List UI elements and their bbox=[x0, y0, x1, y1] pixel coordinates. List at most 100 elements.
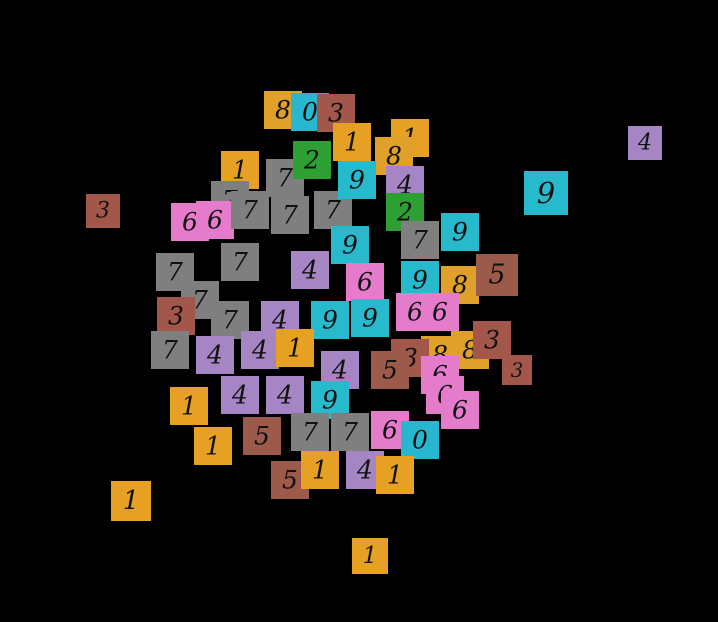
digit-label: 6 bbox=[452, 396, 468, 425]
tile-background bbox=[331, 413, 369, 451]
digit-label: 9 bbox=[362, 304, 378, 333]
digit-label: 1 bbox=[123, 486, 140, 516]
digit-tile: 3 bbox=[473, 321, 511, 359]
digit-label: 7 bbox=[325, 196, 341, 225]
digit-tile: 1 bbox=[333, 123, 371, 161]
digit-tile: 3 bbox=[157, 297, 195, 335]
digit-label: 1 bbox=[312, 456, 328, 485]
tile-background bbox=[221, 243, 259, 281]
tile-background bbox=[311, 301, 349, 339]
tile-background bbox=[291, 413, 329, 451]
tile-background bbox=[241, 331, 279, 369]
digit-label: 3 bbox=[168, 302, 184, 331]
digit-tile: 7 bbox=[271, 196, 309, 234]
digit-tile: 0 bbox=[401, 421, 439, 459]
digit-tile: 4 bbox=[196, 336, 234, 374]
digit-tile: 1 bbox=[301, 451, 339, 489]
digit-label: 4 bbox=[331, 356, 348, 385]
digit-label: 5 bbox=[488, 260, 505, 291]
digit-tile: 6 bbox=[421, 293, 459, 331]
digit-label: 6 bbox=[182, 208, 198, 237]
digit-label: 1 bbox=[344, 128, 360, 157]
digit-tile: 3 bbox=[502, 355, 532, 385]
digit-label: 4 bbox=[206, 341, 223, 370]
digit-label: 8 bbox=[452, 271, 468, 300]
digit-label: 6 bbox=[357, 268, 373, 297]
tile-background bbox=[196, 201, 234, 239]
digit-label: 7 bbox=[162, 336, 178, 365]
digit-tile: 7 bbox=[211, 301, 249, 339]
digit-label: 1 bbox=[287, 334, 303, 363]
digit-tile: 7 bbox=[331, 413, 369, 451]
tile-background bbox=[502, 355, 532, 385]
digit-label: 7 bbox=[222, 306, 238, 335]
digit-tile: 1 bbox=[352, 538, 388, 574]
tile-background bbox=[311, 381, 349, 419]
digit-tile: 7 bbox=[231, 191, 269, 229]
digit-label: 4 bbox=[637, 131, 652, 156]
digit-label: 5 bbox=[282, 466, 298, 495]
digit-tile: 1 bbox=[170, 387, 208, 425]
tile-background bbox=[524, 171, 568, 215]
digit-tile: 9 bbox=[524, 171, 568, 215]
digit-label: 6 bbox=[407, 298, 423, 327]
tile-background bbox=[333, 123, 371, 161]
tile-background bbox=[151, 331, 189, 369]
tile-background bbox=[401, 221, 439, 259]
digit-label: 6 bbox=[382, 416, 398, 445]
digit-label: 3 bbox=[511, 358, 524, 382]
tile-background bbox=[351, 299, 389, 337]
digit-tile: 9 bbox=[311, 301, 349, 339]
digit-tile: 7 bbox=[291, 413, 329, 451]
tile-background bbox=[628, 126, 662, 160]
digit-tile: 4 bbox=[221, 376, 259, 414]
tile-background bbox=[276, 329, 314, 367]
digit-label: 9 bbox=[322, 386, 338, 415]
digit-label: 9 bbox=[322, 306, 338, 335]
digit-tile: 9 bbox=[331, 226, 369, 264]
digit-label: 9 bbox=[412, 266, 428, 295]
digit-tile: 9 bbox=[311, 381, 349, 419]
digit-label: 3 bbox=[484, 326, 500, 355]
digit-label: 1 bbox=[181, 392, 197, 421]
tile-background bbox=[401, 261, 439, 299]
digit-label: 6 bbox=[207, 206, 223, 235]
digit-label: 2 bbox=[303, 146, 320, 175]
digit-label: 7 bbox=[282, 201, 298, 230]
digit-label: 7 bbox=[277, 164, 293, 193]
tile-background bbox=[301, 451, 339, 489]
digit-label: 4 bbox=[356, 456, 373, 485]
digit-tile: 4 bbox=[266, 376, 304, 414]
digit-label: 7 bbox=[167, 258, 183, 287]
digit-label: 4 bbox=[251, 336, 268, 365]
digit-label: 8 bbox=[386, 142, 402, 171]
tile-background bbox=[338, 161, 376, 199]
digit-label: 1 bbox=[363, 543, 378, 569]
digit-label: 0 bbox=[412, 426, 428, 455]
tile-background bbox=[231, 191, 269, 229]
digit-label: 7 bbox=[412, 226, 428, 255]
tile-background bbox=[346, 263, 384, 301]
digit-tile: 5 bbox=[371, 351, 409, 389]
tile-background bbox=[371, 351, 409, 389]
digit-tile: 6 bbox=[441, 391, 479, 429]
digit-tile: 3 bbox=[86, 194, 120, 228]
digit-label: 4 bbox=[276, 381, 293, 410]
digit-label: 7 bbox=[342, 418, 358, 447]
digit-label: 8 bbox=[275, 96, 291, 125]
digit-label: 4 bbox=[301, 256, 318, 285]
tile-background bbox=[291, 251, 329, 289]
digit-tile: 4 bbox=[628, 126, 662, 160]
digit-label: 5 bbox=[254, 422, 270, 451]
digit-label: 7 bbox=[192, 286, 208, 315]
digit-label: 1 bbox=[387, 461, 403, 490]
digit-label: 7 bbox=[302, 418, 318, 447]
digit-tile: 5 bbox=[476, 254, 518, 296]
digit-tile: 4 bbox=[291, 251, 329, 289]
tile-background bbox=[271, 196, 309, 234]
digit-tile: 1 bbox=[111, 481, 151, 521]
digit-tile: 7 bbox=[401, 221, 439, 259]
digit-label: 1 bbox=[232, 156, 248, 185]
tile-background bbox=[293, 141, 331, 179]
